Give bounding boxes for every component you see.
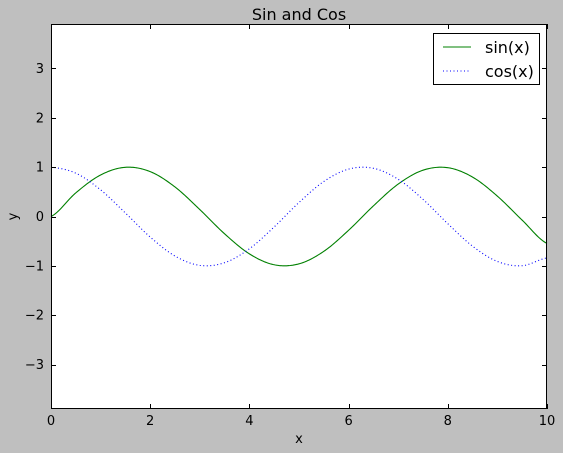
x-tick-label: 4 (245, 414, 253, 429)
x-tick-label: 10 (539, 414, 556, 429)
x-tick-label: 2 (146, 414, 154, 429)
series-line-sin (50, 166, 548, 267)
y-tick-label: −2 (25, 309, 44, 324)
series-lines (50, 166, 548, 267)
y-axis-label: y (6, 212, 21, 220)
x-tick-label: 8 (444, 414, 452, 429)
y-tick-label: 2 (36, 111, 44, 126)
legend-label-cos: cos(x) (485, 62, 534, 81)
legend-box (433, 33, 540, 85)
y-tick-label: 1 (36, 161, 44, 176)
y-tick-label: −3 (25, 358, 44, 373)
legend: sin(x) cos(x) (433, 33, 540, 85)
chart-title: Sin and Cos (252, 5, 346, 24)
legend-label-sin: sin(x) (485, 38, 530, 57)
axis-ticks: 0 2 4 6 8 10 −3 −2 −1 0 1 2 3 (25, 24, 555, 429)
y-tick-label: −1 (25, 259, 44, 274)
plot-frame (51, 24, 547, 409)
y-tick-label: 0 (36, 210, 44, 225)
x-tick-label: 0 (47, 414, 55, 429)
x-axis-label: x (295, 432, 303, 447)
plot-area (51, 24, 547, 409)
y-tick-label: 3 (36, 62, 44, 77)
x-tick-label: 6 (344, 414, 352, 429)
